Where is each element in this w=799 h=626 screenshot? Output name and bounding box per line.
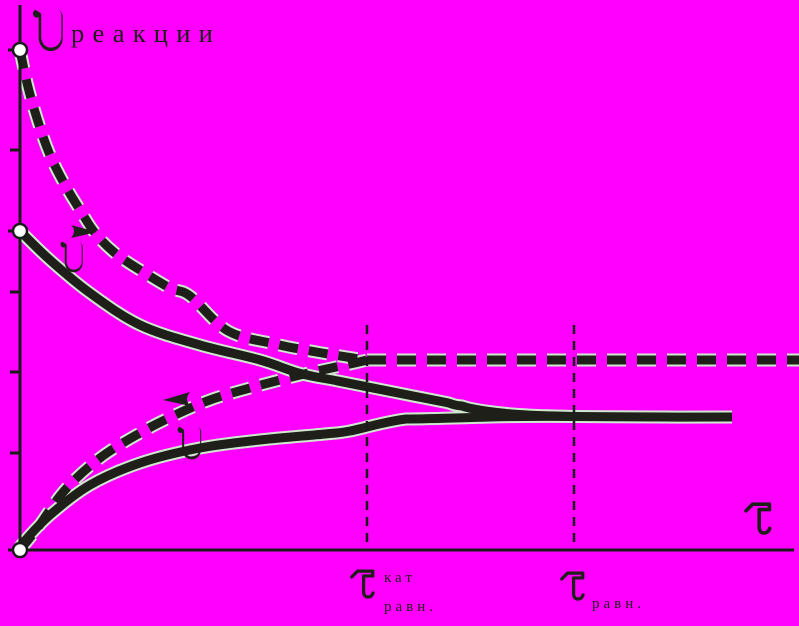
svg-text:кат: кат [384, 570, 416, 586]
svg-text:равн.: равн. [384, 599, 437, 615]
svg-text:реакции: реакции [71, 19, 221, 48]
svg-text:равн.: равн. [592, 596, 645, 612]
